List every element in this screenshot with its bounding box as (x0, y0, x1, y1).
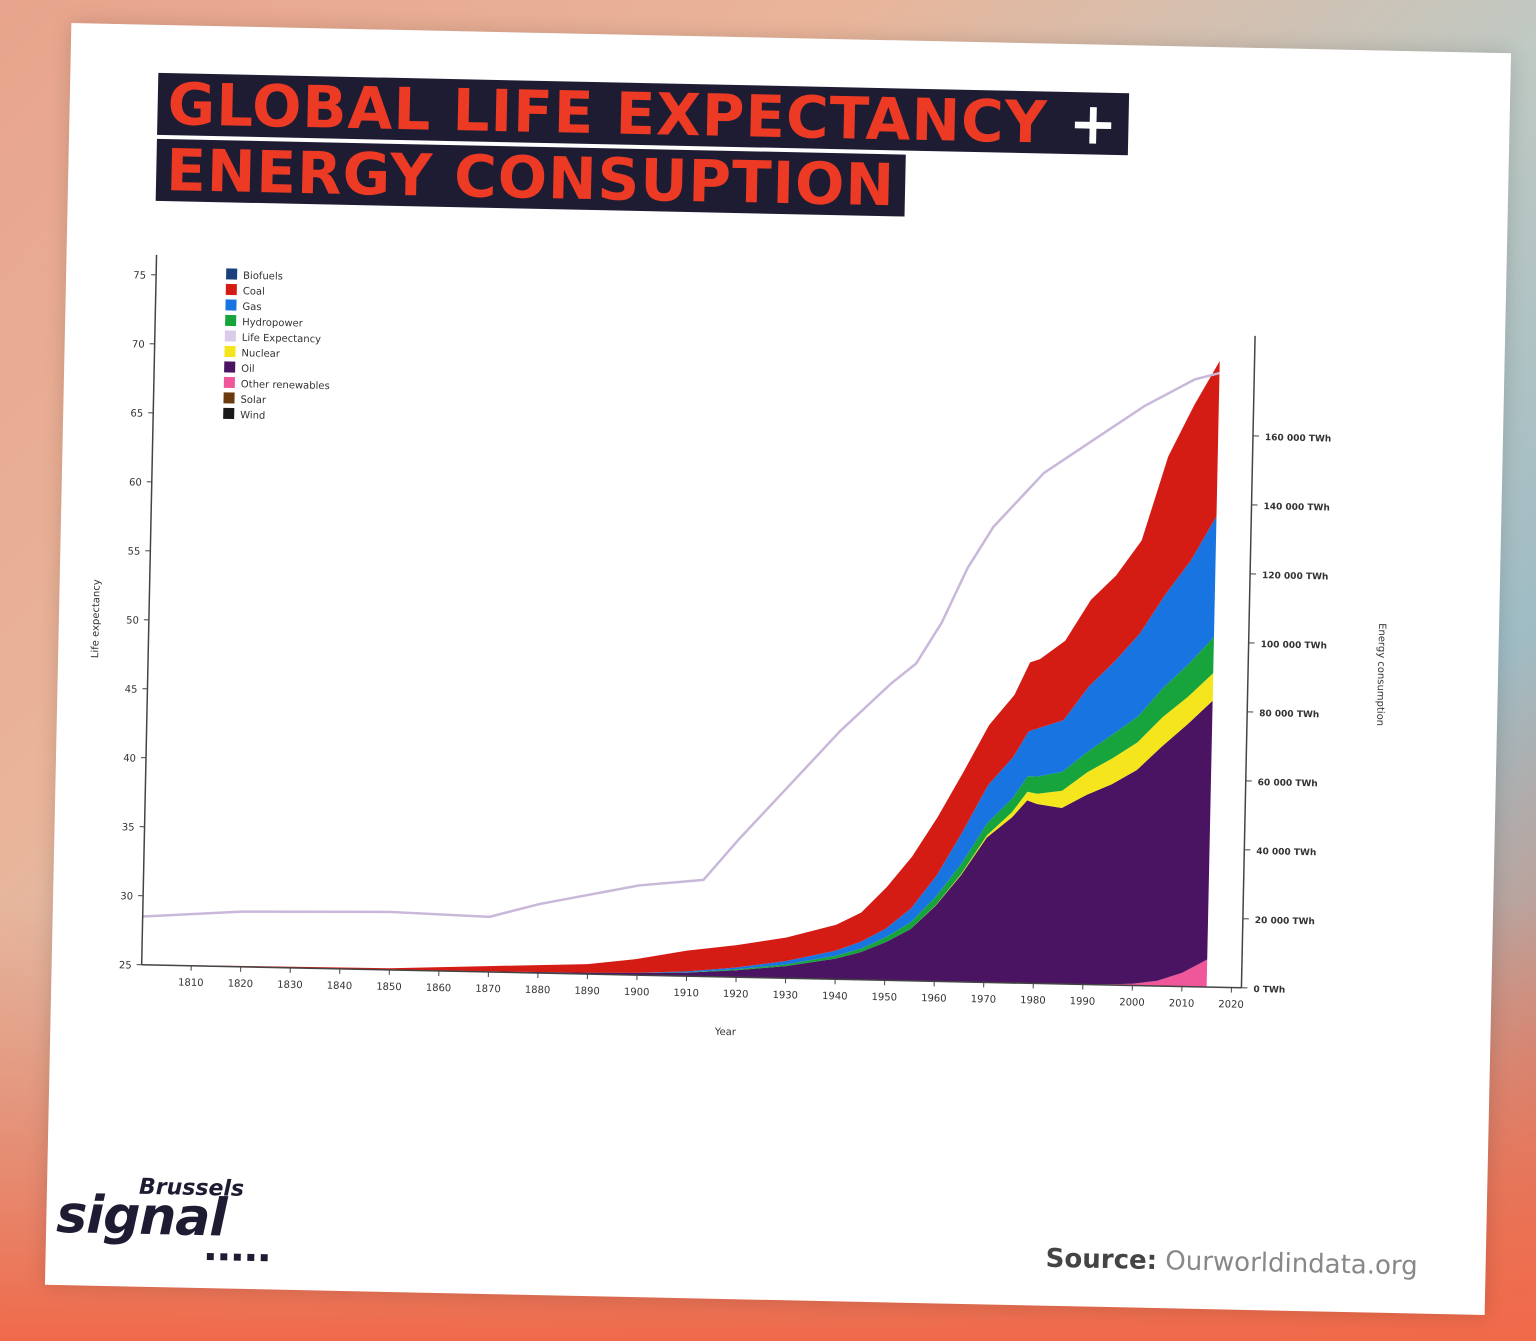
legend-label: Other renewables (241, 379, 330, 392)
x-tick-label: 1920 (723, 989, 749, 1001)
slide: GLOBAL LIFE EXPECTANCY + ENERGY CONSUPTI… (44, 23, 1512, 1315)
x-tick-label: 1910 (673, 988, 699, 1000)
legend-label: Life Expectancy (242, 333, 322, 346)
legend-label: Coal (243, 286, 265, 297)
x-tick-label: 1970 (971, 994, 997, 1006)
logo-big-text: signal (55, 1185, 227, 1249)
x-axis-title: Year (714, 1027, 737, 1038)
right-tick-label: 20 000 TWh (1255, 916, 1315, 927)
x-tick-label: 1870 (475, 984, 501, 996)
left-axis (140, 254, 158, 965)
right-axis-title: Energy consumption (1374, 623, 1387, 726)
right-tick-label: 0 TWh (1253, 985, 1285, 996)
legend-swatch (226, 268, 238, 280)
left-tick-label: 45 (125, 684, 138, 695)
legend-swatch (223, 376, 235, 389)
left-tick-label: 70 (132, 339, 145, 350)
area-hydropower (141, 636, 1214, 973)
brussels-signal-logo: Brussels signal ▪▪▪▪▪ (55, 1173, 298, 1266)
bottom-axis (141, 963, 1242, 989)
x-tick-label: 1840 (327, 981, 353, 993)
x-tick-label: 1980 (1020, 995, 1046, 1007)
legend-swatch (224, 361, 236, 373)
legend-swatch (225, 314, 237, 327)
left-tick-label: 75 (133, 270, 146, 281)
x-tick-label: 2000 (1119, 997, 1145, 1009)
x-tick-label: 1880 (525, 985, 551, 997)
x-tick-label: 1860 (426, 983, 452, 995)
legend-swatch (223, 407, 235, 420)
left-tick-label: 60 (129, 477, 142, 488)
x-tick-label: 1830 (277, 980, 303, 992)
right-tick-label: 140 000 TWh (1263, 502, 1330, 513)
x-tick-label: 1850 (376, 982, 402, 994)
x-tick-label: 1930 (772, 990, 798, 1002)
legend-label: Solar (240, 395, 267, 407)
source-url: Ourworldindata.org (1165, 1246, 1418, 1282)
x-tick-label: 1810 (178, 978, 204, 990)
x-tick-label: 2020 (1218, 999, 1244, 1011)
x-tick-label: 1900 (624, 987, 650, 999)
left-tick-label: 25 (119, 960, 132, 971)
right-axis (1240, 335, 1256, 988)
left-tick-label: 35 (122, 822, 135, 833)
left-tick-label: 50 (126, 615, 139, 626)
x-tick-label: 1990 (1070, 996, 1096, 1008)
right-tick-label: 120 000 TWh (1262, 571, 1329, 582)
right-tick-label: 80 000 TWh (1259, 709, 1319, 720)
legend-label: Nuclear (241, 348, 281, 360)
energy-life-chart: 25 30 35 40 45 50 55 60 65 70 75 1810 1820 1830 1840 18… (90, 254, 1387, 1038)
right-tick-label: 100 000 TWh (1261, 640, 1328, 651)
left-axis-title: Life expectancy (90, 579, 103, 658)
x-tick-label: 1820 (228, 979, 254, 991)
left-tick-label: 55 (127, 546, 140, 557)
left-tick-label: 40 (123, 753, 136, 764)
x-tick-label: 1950 (871, 992, 897, 1004)
x-tick-label: 1960 (921, 993, 947, 1005)
right-tick-label: 160 000 TWh (1265, 433, 1332, 444)
area-coal (141, 360, 1220, 973)
x-tick-label: 1940 (822, 991, 848, 1003)
right-tick-label: 40 000 TWh (1256, 847, 1316, 858)
legend-label: Oil (241, 364, 255, 375)
source-label: Source: (1045, 1243, 1158, 1277)
legend-swatch (224, 345, 236, 358)
area-oil (141, 700, 1213, 985)
legend-label: Hydropower (242, 317, 304, 329)
life-expectancy-line (142, 371, 1220, 919)
left-tick-label: 30 (120, 891, 133, 902)
x-tick-label: 1890 (574, 986, 600, 998)
legend-swatch (225, 299, 237, 311)
right-tick-label: 60 000 TWh (1258, 778, 1318, 789)
area-gas (141, 516, 1217, 973)
legend-swatch (223, 392, 235, 404)
logo-dots: ▪▪▪▪▪ (205, 1248, 274, 1266)
legend-label: Gas (242, 302, 261, 313)
legend-swatch (224, 330, 236, 342)
left-tick-label: 65 (130, 408, 143, 419)
legend-label: Biofuels (243, 271, 283, 283)
x-tick-label: 2010 (1169, 998, 1195, 1010)
legend-label: Wind (240, 410, 265, 422)
legend-swatch (225, 283, 237, 296)
